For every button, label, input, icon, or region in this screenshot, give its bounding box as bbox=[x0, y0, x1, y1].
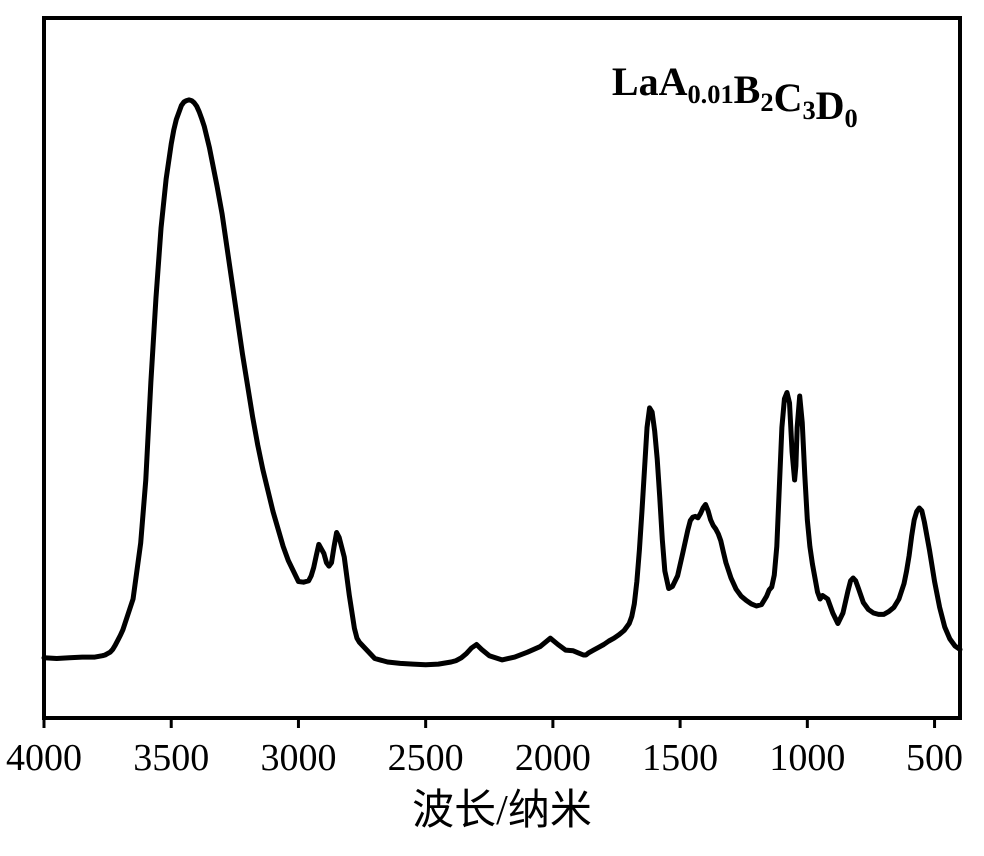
x-axis-label: 波长/纳米 bbox=[412, 788, 592, 834]
formula-label: LaA0.01B2C3D0 bbox=[612, 59, 858, 133]
x-tick-label: 2500 bbox=[388, 737, 464, 779]
x-tick-label: 3500 bbox=[133, 737, 209, 779]
x-tick-label: 2000 bbox=[515, 737, 591, 779]
x-tick-label: 4000 bbox=[6, 737, 82, 779]
chart-svg: 4000 3500 3000 2500 2000 1500 1000 500 波长/纳米 LaA0… bbox=[0, 0, 984, 856]
x-tick-label: 500 bbox=[906, 737, 963, 779]
x-tick-label: 1000 bbox=[769, 737, 845, 779]
spectrum-line bbox=[44, 100, 960, 665]
x-tick-label: 1500 bbox=[642, 737, 718, 779]
x-tick-label: 3000 bbox=[260, 737, 336, 779]
spectrum-chart: 4000 3500 3000 2500 2000 1500 1000 500 波长/纳米 LaA0… bbox=[0, 0, 984, 856]
